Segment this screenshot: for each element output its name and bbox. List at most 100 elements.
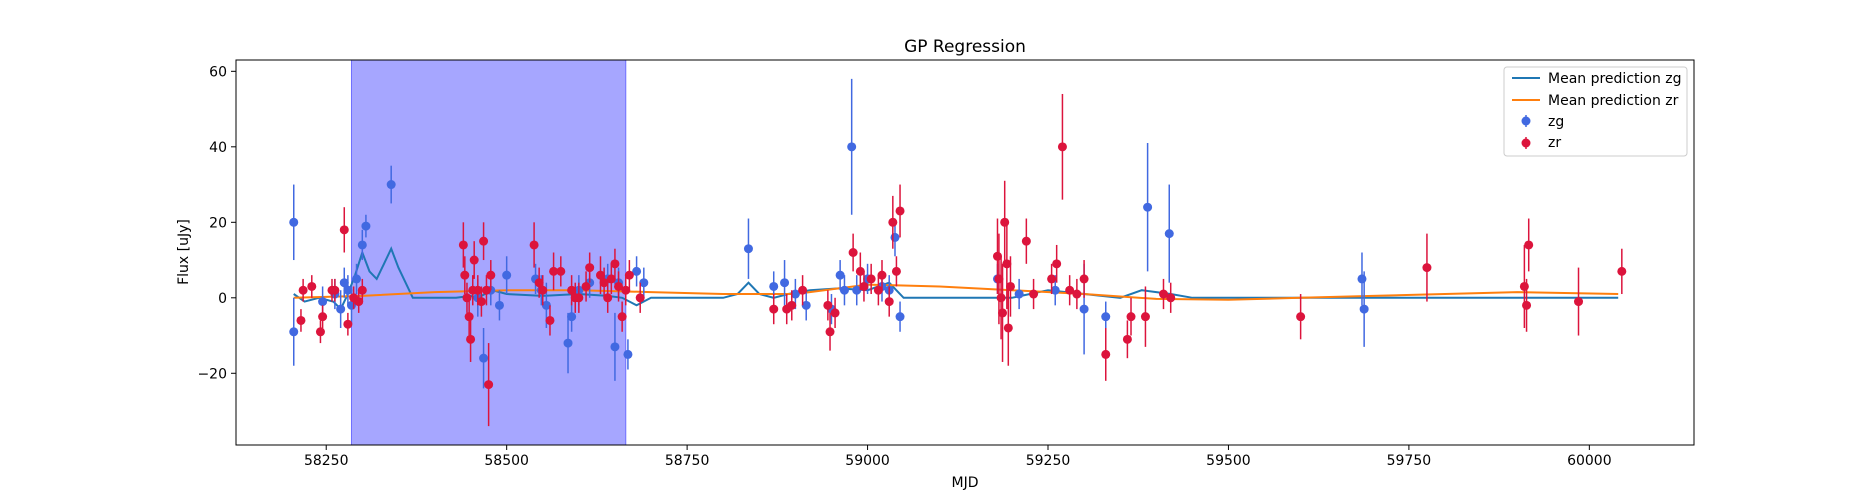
point-zg-1	[289, 327, 299, 337]
point-zg-16	[502, 270, 512, 280]
point-zg-43	[890, 232, 900, 242]
point-zr-82	[1140, 312, 1150, 322]
point-zr-55	[859, 281, 869, 291]
legend-swatch-zr	[1521, 138, 1531, 148]
point-zg-15	[494, 300, 504, 310]
point-zr-4	[318, 312, 328, 322]
point-zr-2	[307, 281, 317, 291]
point-zg-11	[386, 180, 396, 190]
x-tick-label-59000: 59000	[845, 453, 890, 469]
point-zr-91	[1617, 266, 1627, 276]
x-tick-label-58750: 58750	[665, 453, 710, 469]
point-zr-49	[798, 285, 808, 295]
point-zr-90	[1574, 297, 1584, 307]
point-zr-19	[473, 285, 483, 295]
point-zr-84	[1166, 293, 1176, 303]
point-zr-6	[330, 285, 340, 295]
point-zg-39	[852, 285, 862, 295]
point-zr-45	[635, 293, 645, 303]
point-zr-1	[298, 285, 308, 295]
y-tick-label-60: 60	[209, 64, 227, 80]
point-zr-59	[884, 297, 894, 307]
point-zr-38	[603, 293, 613, 303]
point-zr-25	[529, 240, 539, 250]
legend-label-mean-zr: Mean prediction zr	[1548, 93, 1679, 109]
point-zg-46	[1014, 289, 1024, 299]
point-zr-81	[1126, 312, 1136, 322]
point-zr-78	[1079, 274, 1089, 284]
point-zg-9	[357, 240, 367, 250]
point-zg-29	[639, 278, 649, 288]
point-zr-74	[1052, 259, 1062, 269]
point-zr-44	[624, 270, 634, 280]
x-tick-label-58250: 58250	[304, 453, 349, 469]
point-zg-25	[610, 342, 620, 352]
point-zg-6	[343, 285, 353, 295]
point-zr-8	[343, 319, 353, 329]
legend-label-zr: zr	[1548, 135, 1561, 151]
y-tick-label--20: −20	[197, 366, 227, 382]
point-zr-88	[1522, 300, 1532, 310]
point-zr-11	[357, 285, 367, 295]
x-tick-label-59750: 59750	[1387, 453, 1432, 469]
point-zr-15	[464, 312, 474, 322]
point-zr-27	[538, 285, 548, 295]
point-zr-26	[534, 278, 544, 288]
point-zg-38	[847, 142, 857, 152]
point-zr-77	[1072, 289, 1082, 299]
point-zr-73	[1047, 274, 1057, 284]
point-zg-51	[1164, 229, 1174, 239]
legend-label-zg: zg	[1548, 114, 1564, 130]
point-zr-46	[769, 304, 779, 314]
point-zr-35	[585, 263, 595, 273]
point-zg-50	[1143, 202, 1153, 212]
point-zr-0	[296, 315, 306, 325]
point-zg-53	[1359, 304, 1369, 314]
point-zr-52	[830, 308, 840, 318]
point-zr-33	[574, 293, 584, 303]
plot-frame	[235, 59, 1695, 446]
point-zg-0	[289, 217, 299, 227]
point-zg-4	[336, 304, 346, 314]
legend-label-mean-zg: Mean prediction zg	[1548, 71, 1682, 87]
point-zr-71	[1021, 236, 1031, 246]
legend-box	[1503, 66, 1688, 157]
point-zg-19	[541, 300, 551, 310]
point-zr-60	[888, 217, 898, 227]
point-zg-33	[790, 289, 800, 299]
point-zg-36	[835, 270, 845, 280]
legend: Mean prediction zg Mean prediction zr zg…	[1503, 66, 1688, 157]
point-zg-13	[479, 353, 489, 363]
point-zr-31	[567, 285, 577, 295]
point-zg-5	[339, 278, 349, 288]
point-zr-57	[873, 285, 883, 295]
point-zg-49	[1101, 312, 1111, 322]
point-zr-16	[466, 334, 476, 344]
y-axis: −20 0 20 40 60	[197, 64, 236, 382]
point-zr-43	[621, 285, 631, 295]
point-zg-31	[769, 281, 779, 291]
y-axis-label: Flux [uJy]	[176, 219, 192, 285]
point-zr-50	[823, 300, 833, 310]
point-zr-54	[855, 266, 865, 276]
plot-area	[289, 60, 1627, 445]
point-zg-28	[632, 266, 642, 276]
point-zr-42	[617, 312, 627, 322]
point-zr-30	[556, 266, 566, 276]
point-zr-87	[1519, 281, 1529, 291]
point-zr-28	[545, 315, 555, 325]
point-zr-63	[992, 251, 1002, 261]
point-zg-2	[318, 297, 328, 307]
x-tick-label-58500: 58500	[484, 453, 529, 469]
point-zr-51	[825, 327, 835, 337]
point-zr-23	[484, 380, 494, 390]
point-zr-56	[866, 274, 876, 284]
point-zr-7	[339, 225, 349, 235]
x-axis: 58250 58500 58750 59000 59250 59500 59750 60000	[304, 445, 1612, 469]
x-tick-label-59250: 59250	[1026, 453, 1071, 469]
point-zr-41	[614, 281, 624, 291]
x-axis-label: MJD	[952, 475, 979, 491]
point-zr-61	[891, 266, 901, 276]
point-zr-75	[1057, 142, 1067, 152]
